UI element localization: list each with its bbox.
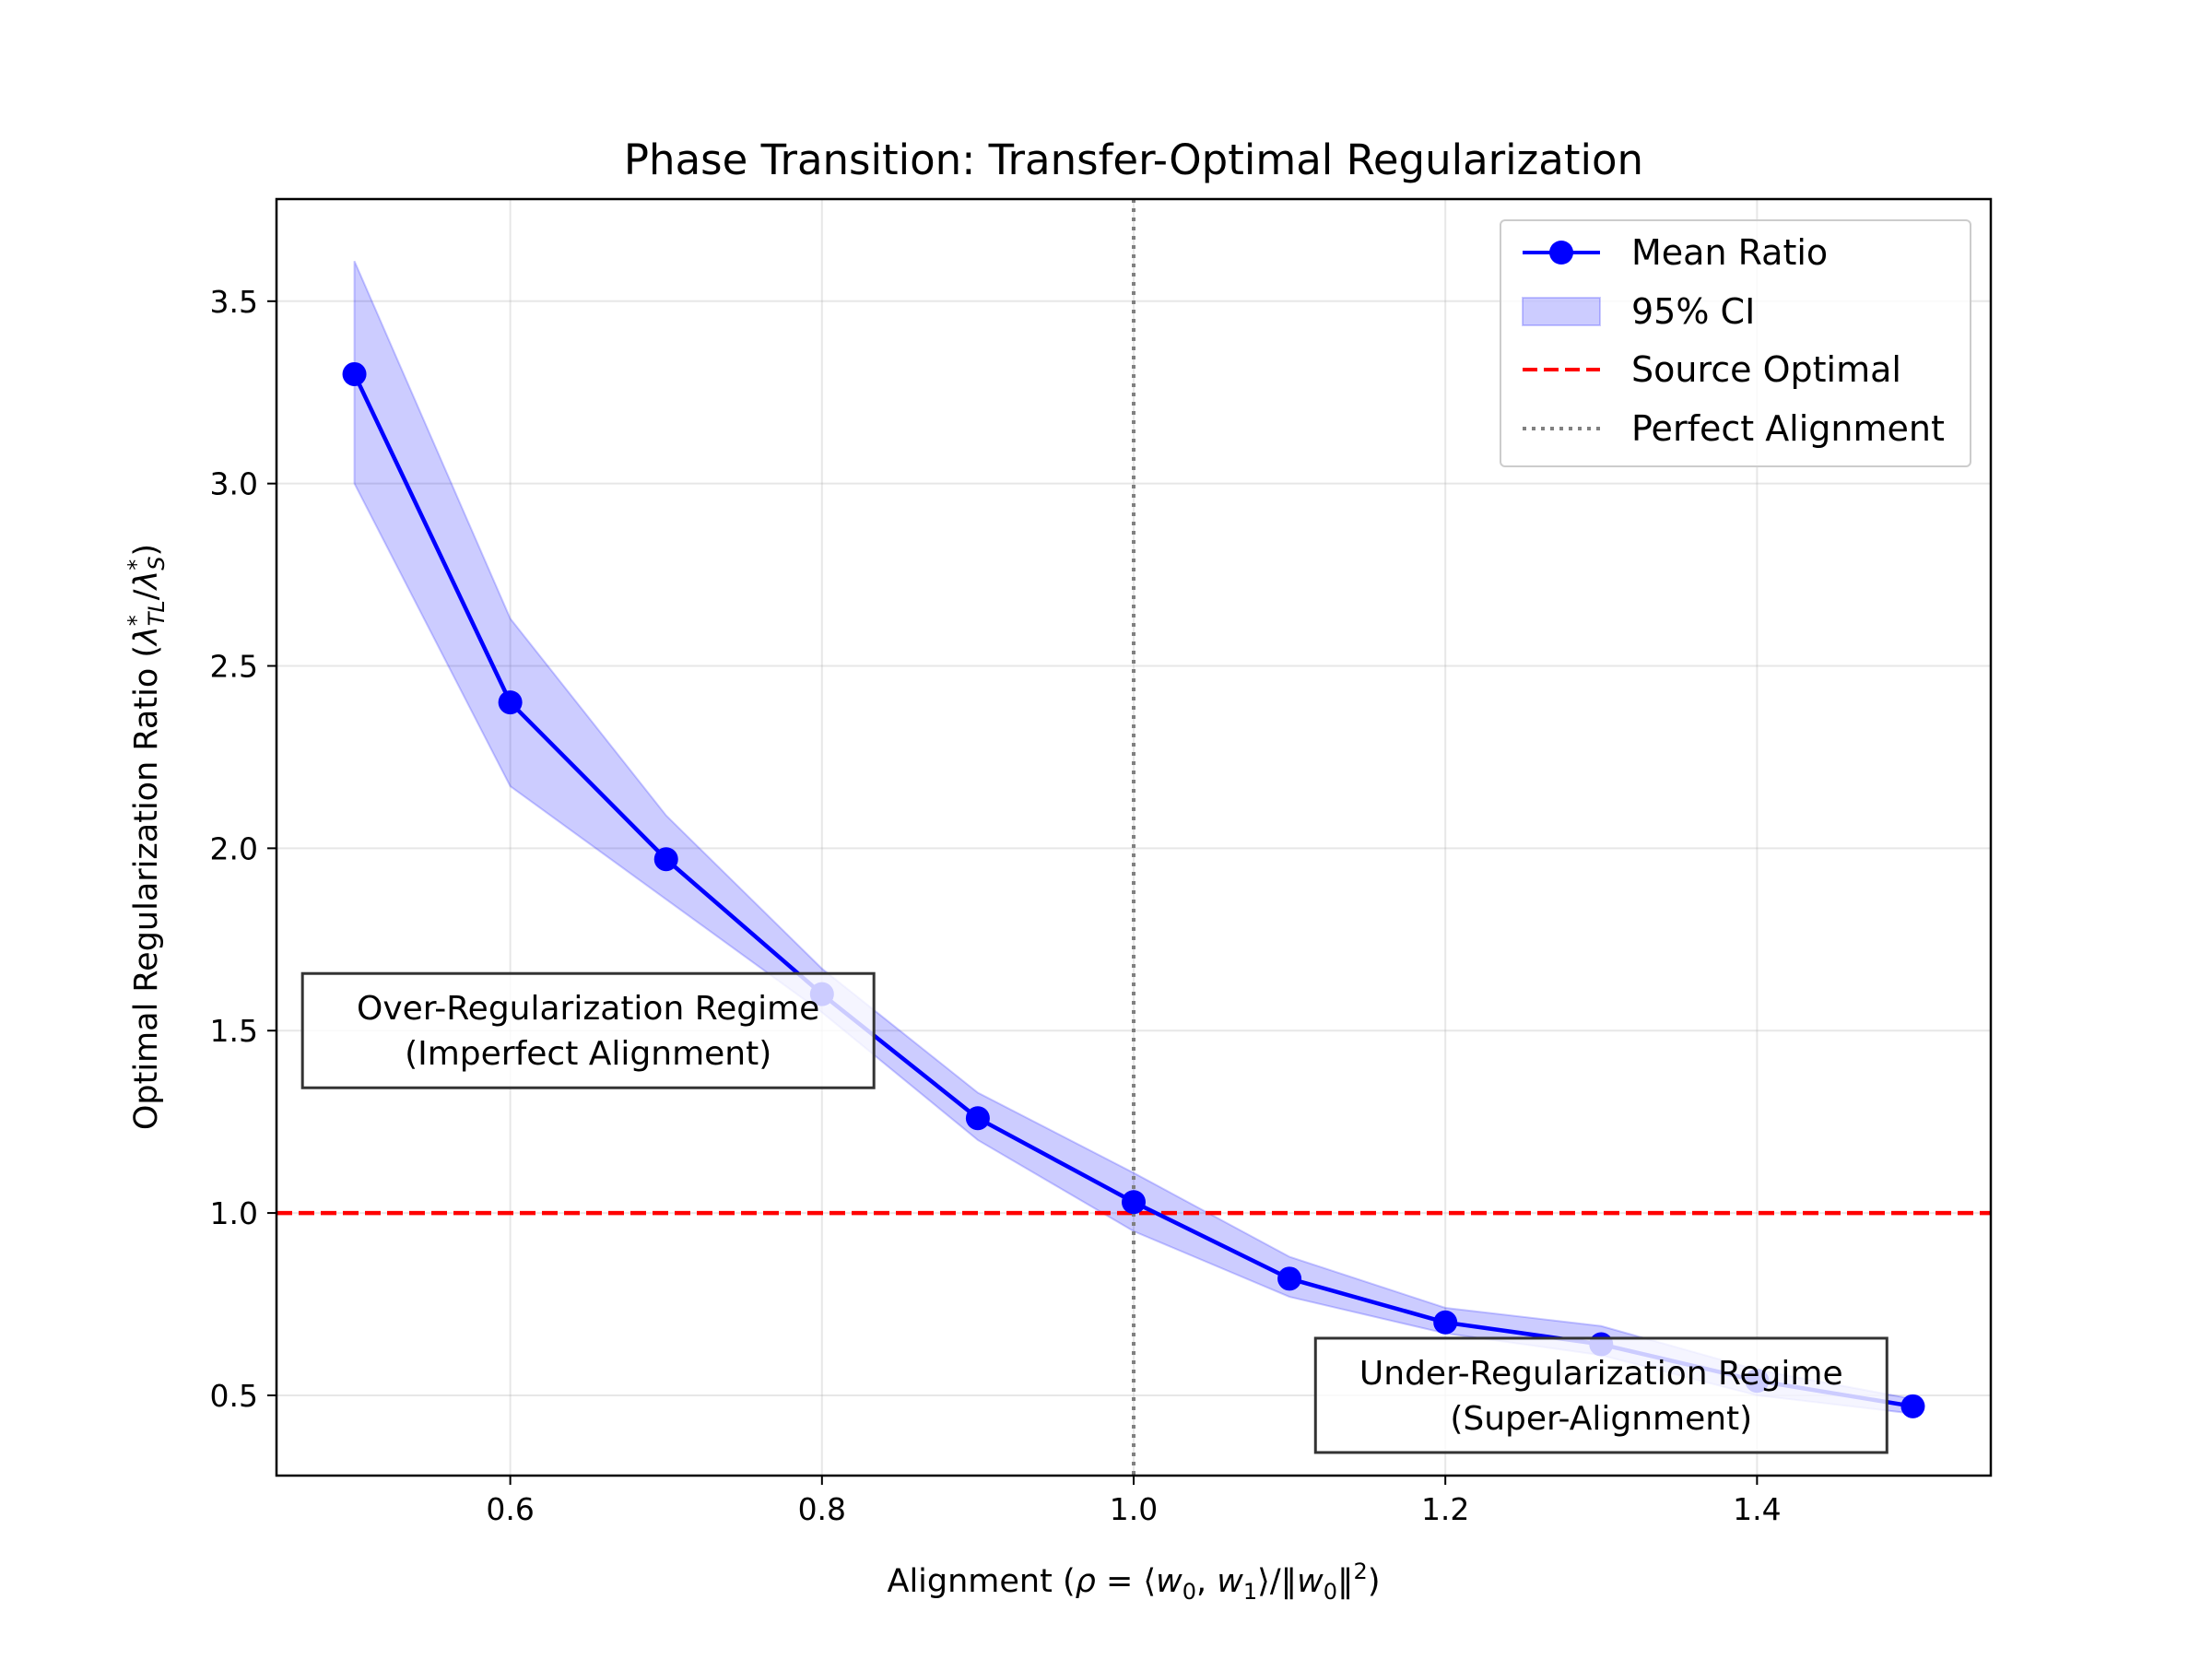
x-axis-label: Alignment (ρ = ⟨w0, w1⟩/‖w0‖2) bbox=[888, 1559, 1381, 1605]
mean-ratio-point bbox=[1900, 1394, 1925, 1418]
mean-ratio-point bbox=[653, 847, 678, 872]
x-tick-label: 1.4 bbox=[1733, 1491, 1781, 1527]
mean-ratio-point bbox=[342, 361, 367, 386]
y-axis-label: Optimal Regularization Ratio (λ*TL/λ*S) bbox=[124, 544, 170, 1130]
mean-ratio-point bbox=[965, 1106, 990, 1131]
legend-label-ci: 95% CI bbox=[1631, 291, 1755, 332]
annotations-layer: Over-Regularization Regime (Imperfect Ali… bbox=[300, 971, 1888, 1454]
legend-label-source-optimal: Source Optimal bbox=[1631, 349, 1901, 390]
y-tick-label: 2.5 bbox=[210, 649, 258, 685]
mean-ratio-point bbox=[1122, 1190, 1146, 1215]
chart-title: Phase Transition: Transfer-Optimal Regul… bbox=[624, 135, 1643, 184]
legend-item-mean-ratio: Mean Ratio bbox=[1523, 232, 1828, 273]
annotation-text: Over-Regularization Regime bbox=[357, 990, 819, 1028]
annotation-text: (Imperfect Alignment) bbox=[405, 1035, 771, 1073]
y-axis-ticks: 0.5 1.0 1.5 2.0 2.5 3.0 3.5 bbox=[210, 284, 276, 1414]
annotation-box bbox=[1313, 1336, 1888, 1454]
mean-ratio-point bbox=[498, 690, 523, 715]
y-tick-label: 2.0 bbox=[210, 830, 258, 866]
legend: Mean Ratio 95% CI Source Optimal Perfect… bbox=[1500, 219, 1971, 467]
y-tick-label: 1.5 bbox=[210, 1013, 258, 1049]
legend-label-mean-ratio: Mean Ratio bbox=[1631, 232, 1828, 273]
x-tick-label: 0.6 bbox=[486, 1491, 534, 1527]
y-tick-label: 3.5 bbox=[210, 284, 258, 320]
reference-lines bbox=[276, 199, 1991, 1476]
legend-label-perfect-alignment: Perfect Alignment bbox=[1631, 408, 1945, 449]
annotation-box bbox=[300, 971, 876, 1089]
legend-item-ci: 95% CI bbox=[1522, 291, 1755, 332]
annotation-text: (Super-Alignment) bbox=[1450, 1400, 1752, 1438]
mean-ratio-point bbox=[1277, 1266, 1302, 1291]
legend-swatch-ci bbox=[1522, 297, 1601, 326]
x-tick-label: 1.0 bbox=[1110, 1491, 1158, 1527]
y-tick-label: 3.0 bbox=[210, 466, 258, 502]
mean-ratio-point bbox=[1433, 1310, 1458, 1335]
x-tick-label: 1.2 bbox=[1421, 1491, 1469, 1527]
y-tick-label: 0.5 bbox=[210, 1378, 258, 1414]
legend-frame bbox=[1500, 219, 1971, 467]
legend-item-source-optimal: Source Optimal bbox=[1523, 349, 1901, 390]
legend-item-perfect-alignment: Perfect Alignment bbox=[1523, 408, 1945, 449]
annotation-text: Under-Regularization Regime bbox=[1359, 1355, 1843, 1393]
x-axis-ticks: 0.6 0.8 1.0 1.2 1.4 bbox=[486, 1476, 1782, 1527]
x-tick-label: 0.8 bbox=[798, 1491, 846, 1527]
legend-marker-mean-ratio bbox=[1549, 241, 1573, 265]
y-tick-label: 1.0 bbox=[210, 1195, 258, 1231]
